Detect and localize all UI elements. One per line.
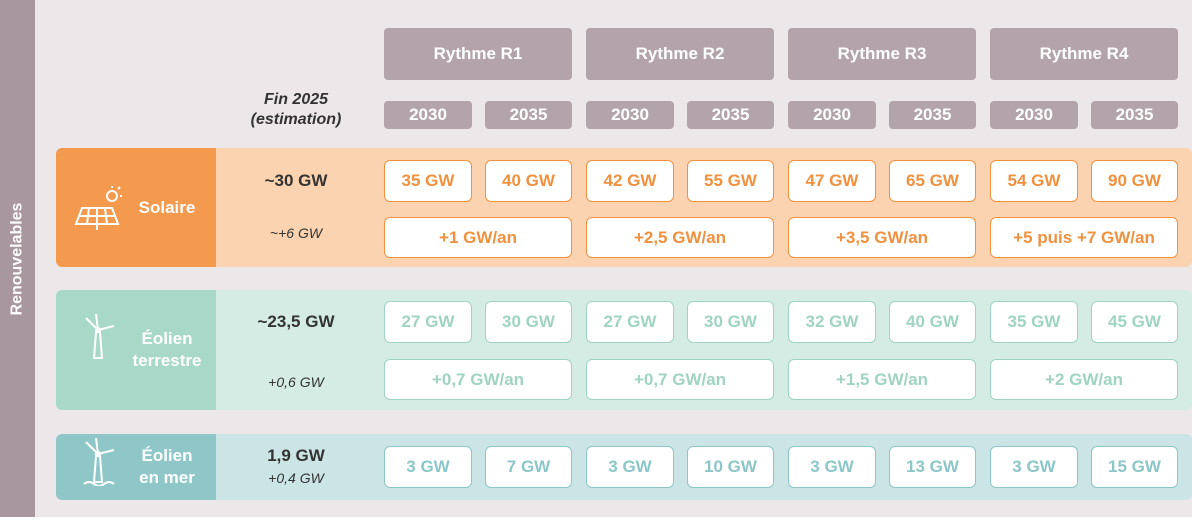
side-bar: Renouvelables [0,0,35,517]
estimate-header: Fin 2025 (estimation) [226,86,366,134]
target-value: 30 GW [485,301,572,343]
estimate-line: Fin 2025 [263,91,329,108]
target-value: 65 GW [889,160,976,202]
target-value: 3 GW [384,446,472,488]
target-value: 3 GW [990,446,1078,488]
rate-value: +0,7 GW/an [586,359,774,400]
icon [85,313,115,359]
scenario-header: Rythme R4 [990,28,1178,80]
year-header: 2035 [889,101,976,129]
target-value: 7 GW [485,446,572,488]
target-value: 15 GW [1091,446,1178,488]
year-header: 2030 [384,101,472,129]
target-value: 35 GW [384,160,472,202]
year-header: 2035 [1091,101,1178,129]
row-label-line: Éolien [141,446,193,465]
growth-value: +0,4 GW [268,470,324,486]
year-header: 2030 [990,101,1078,129]
current-value: ~30 GW [264,171,328,190]
current-value: ~23,5 GW [257,312,335,331]
target-value: 27 GW [384,301,472,343]
target-value: 40 GW [485,160,572,202]
row-label-line: en mer [139,468,195,487]
icon [83,437,115,486]
target-value: 10 GW [687,446,774,488]
row-label: Éolien en mer [56,434,216,500]
target-value: 42 GW [586,160,674,202]
estimate-line: (estimation) [250,111,342,128]
scenario-header: Rythme R2 [586,28,774,80]
target-value: 40 GW [889,301,976,343]
target-value: 54 GW [990,160,1078,202]
growth-value: ~+6 GW [269,225,323,241]
target-value: 55 GW [687,160,774,202]
year-header: 2035 [485,101,572,129]
target-value: 13 GW [889,446,976,488]
rate-value: +1 GW/an [384,217,572,258]
target-value: 35 GW [990,301,1078,343]
rate-value: +5 puis +7 GW/an [990,217,1178,258]
row-label-line: Solaire [138,197,196,217]
rate-value: +3,5 GW/an [788,217,976,258]
current-value: 1,9 GW [267,446,325,465]
rate-value: +2 GW/an [990,359,1178,400]
target-value: 3 GW [788,446,876,488]
row-label: Éolien terrestre [56,290,216,410]
target-value: 45 GW [1091,301,1178,343]
year-header: 2030 [586,101,674,129]
icon [74,186,122,230]
side-label: Renouvelables [8,202,26,315]
target-value: 3 GW [586,446,674,488]
year-header: 2030 [788,101,876,129]
rate-value: +2,5 GW/an [586,217,774,258]
rate-value: +0,7 GW/an [384,359,572,400]
growth-value: +0,6 GW [268,374,324,390]
year-header: 2035 [687,101,774,129]
scenario-header: Rythme R3 [788,28,976,80]
scenario-header: Rythme R1 [384,28,572,80]
row-label-line: terrestre [132,351,202,370]
target-value: 30 GW [687,301,774,343]
target-value: 47 GW [788,160,876,202]
rate-value: +1,5 GW/an [788,359,976,400]
target-value: 27 GW [586,301,674,343]
target-value: 32 GW [788,301,876,343]
target-value: 90 GW [1091,160,1178,202]
row-label-line: Éolien [141,329,193,348]
